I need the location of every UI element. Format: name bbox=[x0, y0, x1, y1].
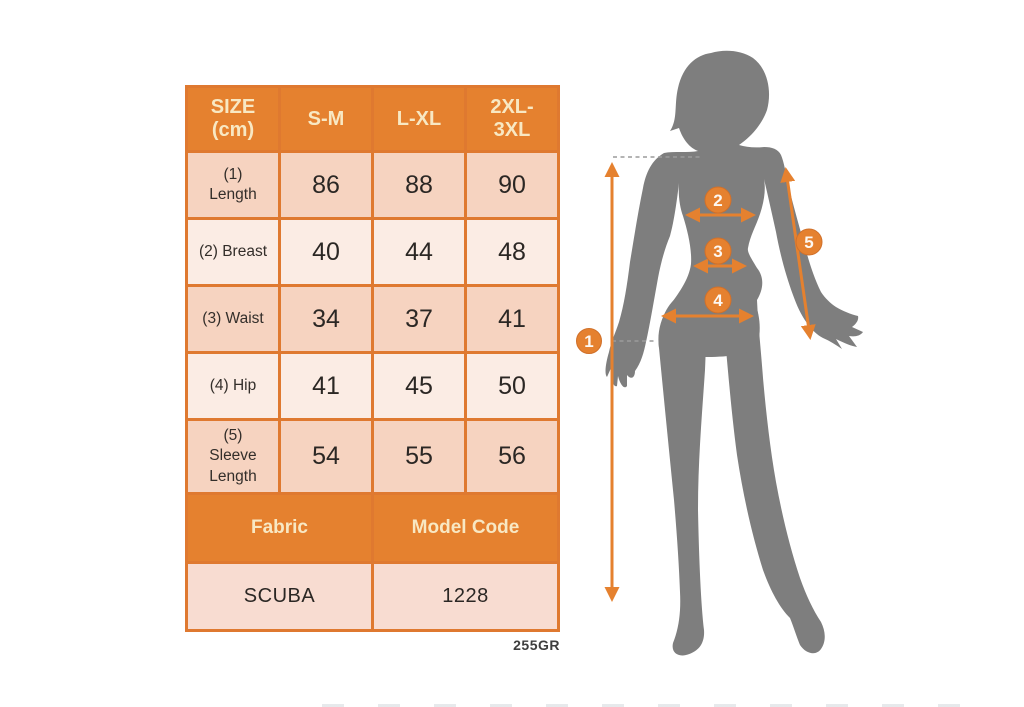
breast-2xl-3xl: 48 bbox=[467, 220, 557, 284]
size-table: SIZE (cm) S-M L-XL 2XL- 3XL (1) Length 8… bbox=[185, 85, 560, 632]
hip-2xl-3xl: 50 bbox=[467, 354, 557, 418]
sleeve-arrow bbox=[780, 167, 816, 340]
hip-l-xl: 45 bbox=[374, 354, 464, 418]
marker-circle-2 bbox=[704, 186, 732, 214]
size-unit-header: SIZE (cm) bbox=[188, 88, 278, 150]
waist-l-xl: 37 bbox=[374, 287, 464, 351]
waist-measure: 3 bbox=[693, 237, 747, 274]
hip-measure: 4 bbox=[661, 286, 754, 324]
breast-l-xl: 44 bbox=[374, 220, 464, 284]
model-code-value: 1228 bbox=[374, 564, 557, 629]
sleeve-s-m: 54 bbox=[281, 421, 371, 492]
waist-s-m: 34 bbox=[281, 287, 371, 351]
sleeve-2xl-3xl: 56 bbox=[467, 421, 557, 492]
marker-label-2: 2 bbox=[713, 191, 722, 210]
marker-circle-1 bbox=[576, 328, 602, 354]
marker-circle-3 bbox=[704, 237, 732, 265]
breast-s-m: 40 bbox=[281, 220, 371, 284]
fabric-value: SCUBA bbox=[188, 564, 371, 629]
length-2xl-3xl: 90 bbox=[467, 153, 557, 217]
marker-circle-5 bbox=[795, 228, 823, 256]
row-label-waist: (3) Waist bbox=[188, 287, 278, 351]
model-code-header: Model Code bbox=[374, 495, 557, 561]
column-header-2xl-3xl: 2XL- 3XL bbox=[467, 88, 557, 150]
length-s-m: 86 bbox=[281, 153, 371, 217]
row-label-breast: (2) Breast bbox=[188, 220, 278, 284]
hip-s-m: 41 bbox=[281, 354, 371, 418]
column-header-l-xl: L-XL bbox=[374, 88, 464, 150]
length-l-xl: 88 bbox=[374, 153, 464, 217]
column-header-s-m: S-M bbox=[281, 88, 371, 150]
cutoff-content-strip bbox=[322, 704, 990, 707]
marker-label-3: 3 bbox=[713, 242, 722, 261]
row-label-length: (1) Length bbox=[188, 153, 278, 217]
height-measure: 1 bbox=[576, 156, 700, 602]
weight-note: 255GR bbox=[513, 637, 560, 653]
breast-measure: 2 bbox=[685, 186, 756, 223]
row-label-hip: (4) Hip bbox=[188, 354, 278, 418]
sleeve-l-xl: 55 bbox=[374, 421, 464, 492]
waist-2xl-3xl: 41 bbox=[467, 287, 557, 351]
marker-label-5: 5 bbox=[804, 233, 813, 252]
fabric-header: Fabric bbox=[188, 495, 371, 561]
marker-circle-4 bbox=[704, 286, 732, 314]
marker-label-4: 4 bbox=[713, 291, 723, 310]
marker-label-1: 1 bbox=[584, 332, 593, 351]
sleeve-measure: 5 bbox=[780, 167, 823, 340]
row-label-sleeve-length: (5) Sleeve Length bbox=[188, 421, 278, 492]
